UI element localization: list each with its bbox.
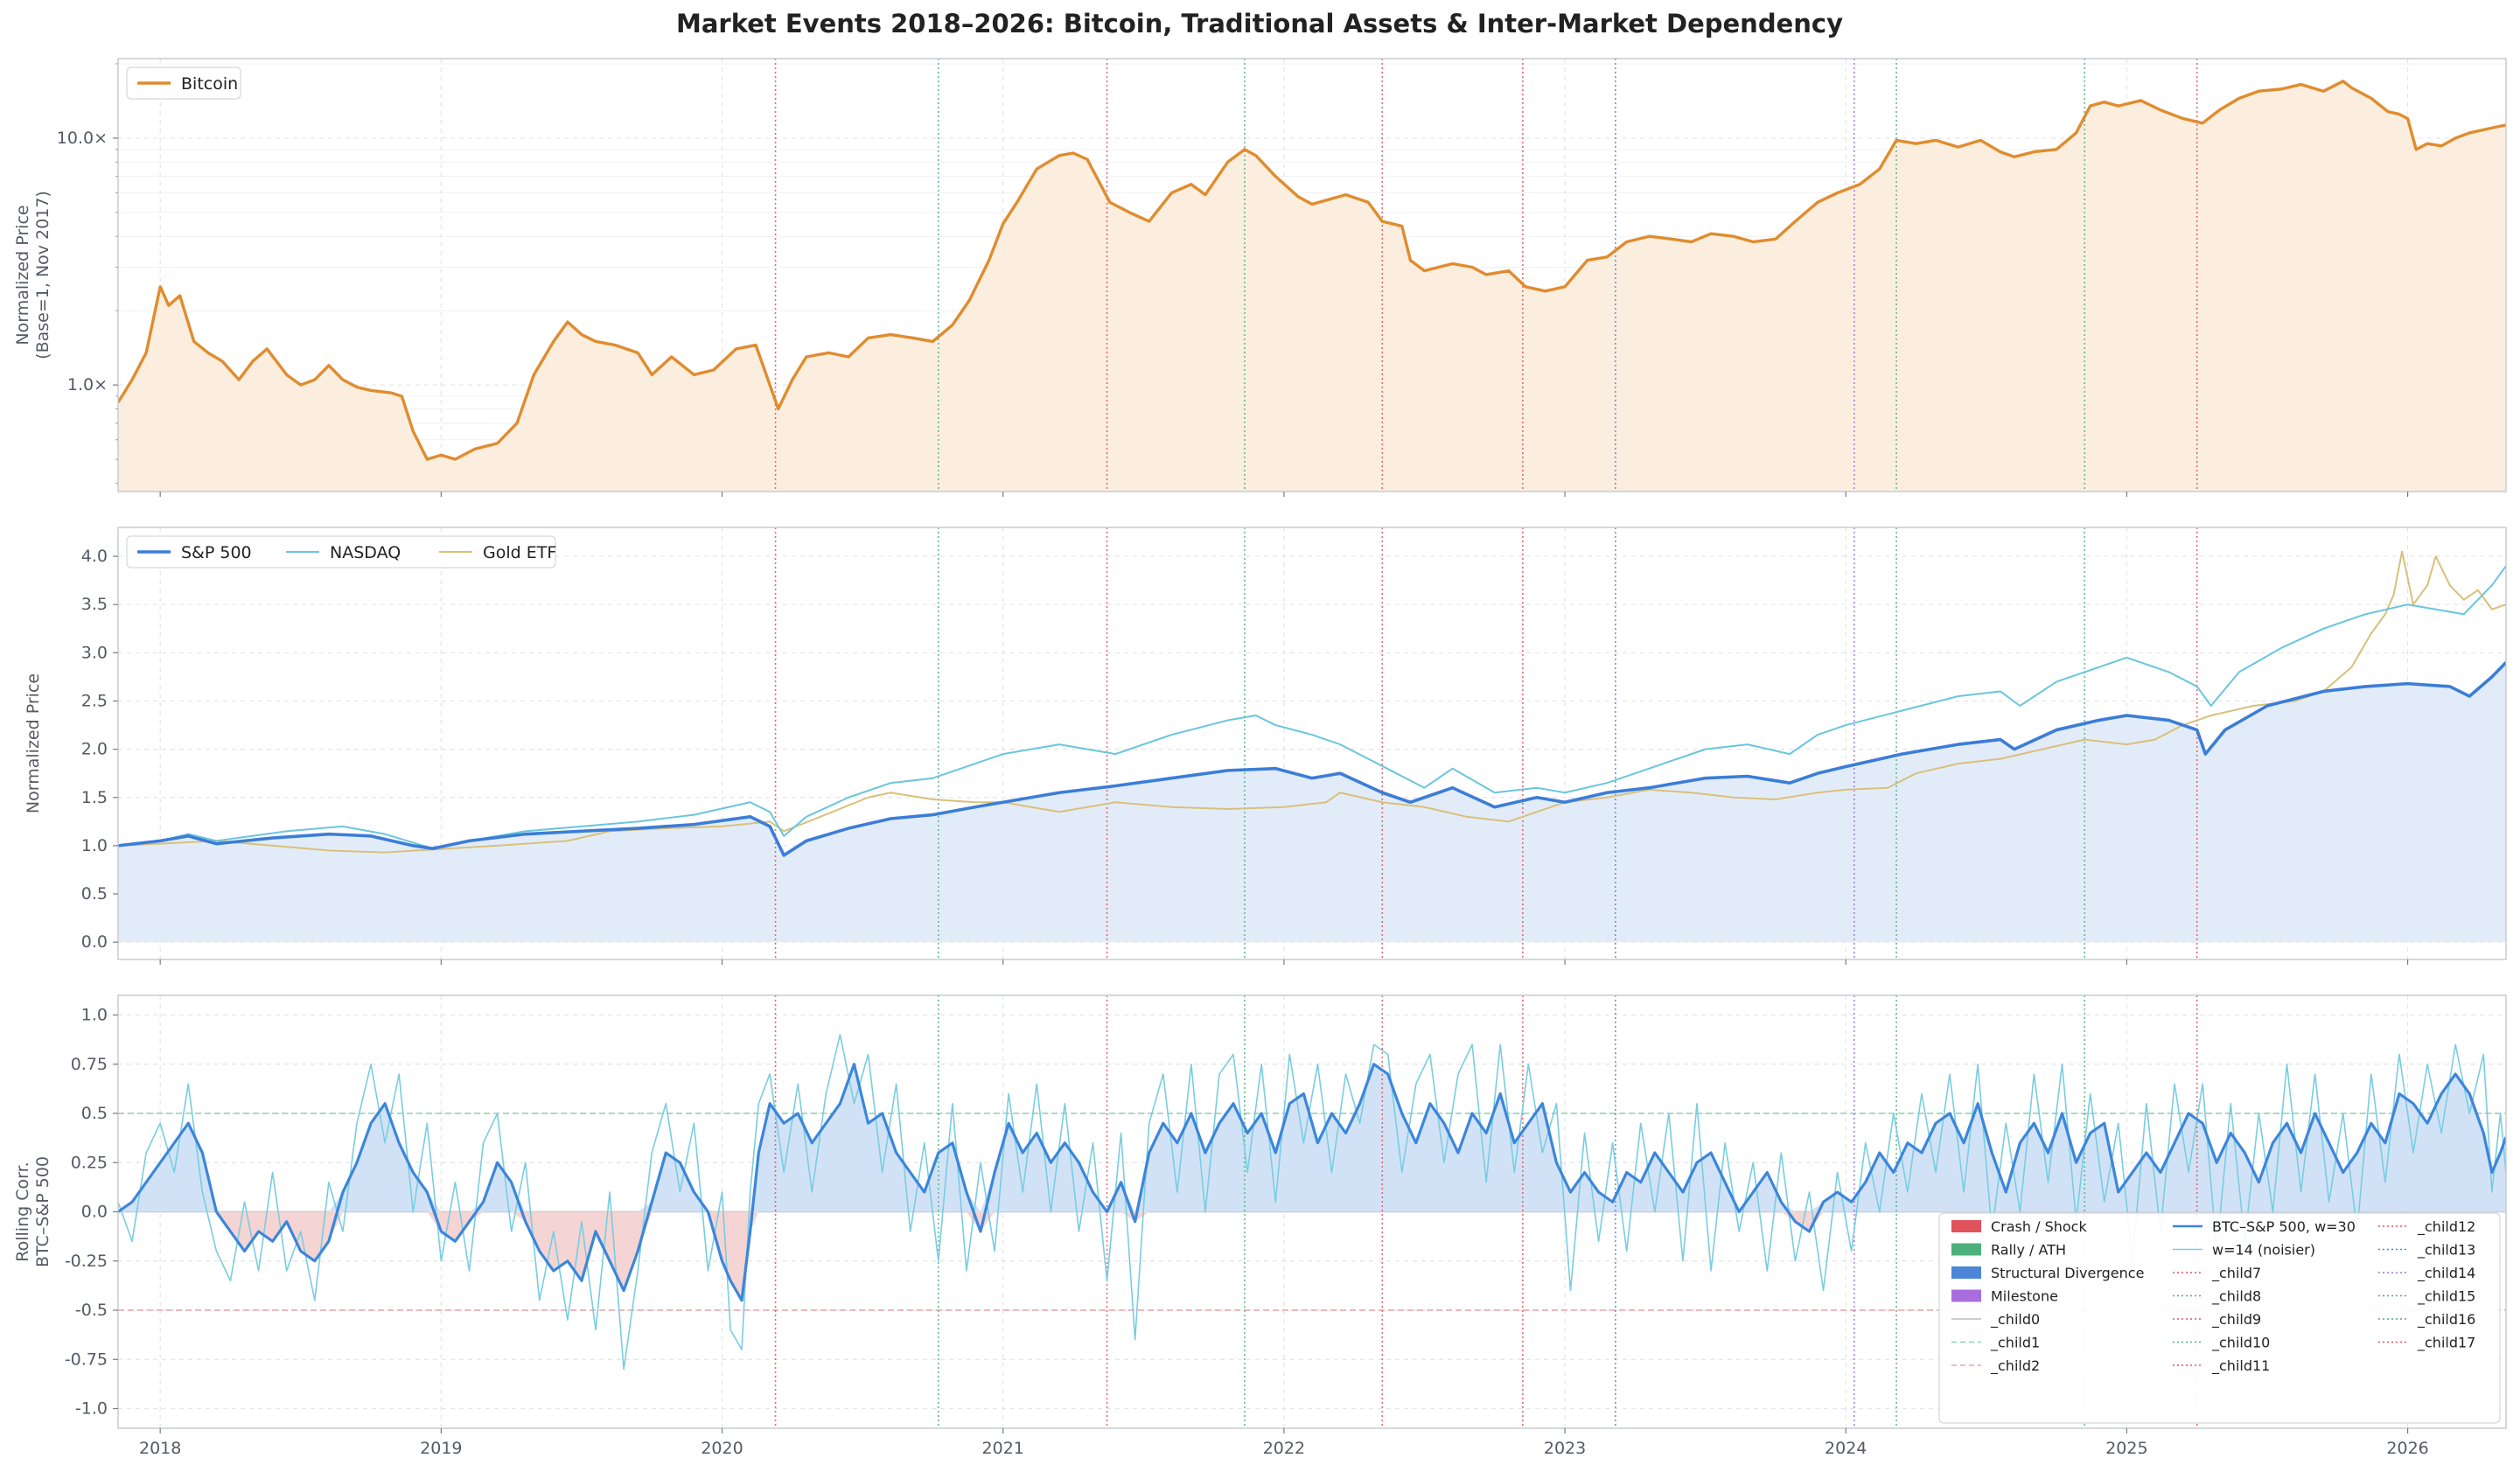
legend-label: _child8 bbox=[2211, 1288, 2261, 1306]
y-tick-label: 3.5 bbox=[81, 595, 108, 614]
legend-label: w=14 (noisier) bbox=[2212, 1242, 2315, 1259]
y-tick-label: 0.75 bbox=[71, 1055, 108, 1074]
legend-swatch bbox=[1951, 1289, 1981, 1302]
legend-label: Gold ETF bbox=[483, 543, 556, 562]
panel-traditional: 0.0 0.5 1.0 1.5 2.0 2.5 3.0 3.5 4.0 Normalized Pr… bbox=[24, 527, 2507, 965]
bitcoin-area-fill bbox=[118, 80, 2506, 492]
y-axis-label: BTC–S&P 500 bbox=[33, 1156, 52, 1267]
y-tick-label: 1.5 bbox=[81, 788, 108, 807]
plot-area bbox=[118, 59, 2506, 492]
legend-label: _child12 bbox=[2417, 1218, 2475, 1236]
series-line-nasdaq bbox=[118, 565, 2506, 850]
legend-label: _child9 bbox=[2211, 1311, 2261, 1329]
y-tick-label: -0.5 bbox=[75, 1301, 108, 1320]
panel-legend: Bitcoin bbox=[126, 66, 241, 100]
y-tick-label: -1.0 bbox=[75, 1399, 108, 1419]
legend-label: _child2 bbox=[1990, 1357, 2040, 1375]
y-tick-label: 0.0 bbox=[81, 1203, 108, 1222]
y-tick-label: 3.0 bbox=[81, 643, 108, 662]
y-tick-label: 10.0× bbox=[57, 129, 108, 148]
y-tick-label: 4.0 bbox=[81, 547, 108, 566]
x-tick-label: 2024 bbox=[1825, 1439, 1867, 1458]
panel-bitcoin: 1.0× 10.0× Normalized Price (Base=1, Nov 20… bbox=[13, 58, 2507, 497]
legend-label: Milestone bbox=[1991, 1288, 2058, 1305]
x-tick-label: 2018 bbox=[139, 1439, 181, 1458]
chart-panels: 1.0×10.0×Normalized Price (Base=1, Nov 20… bbox=[13, 58, 2507, 1458]
legend-swatch bbox=[1951, 1266, 1981, 1279]
legend-label: NASDAQ bbox=[330, 543, 401, 562]
axes-frame bbox=[117, 527, 2507, 960]
legend-label: Rally / ATH bbox=[1991, 1242, 2066, 1259]
x-tick-label: 2020 bbox=[701, 1439, 743, 1458]
legend-label: _child10 bbox=[2211, 1335, 2270, 1352]
panel-correlation: -1.0 -0.75 -0.5 -0.25 0.0 0.25 0.5 0.75 1.0 2018 2… bbox=[13, 994, 2507, 1458]
legend-swatch bbox=[1951, 1243, 1981, 1256]
legend-label: _child1 bbox=[1990, 1335, 2040, 1352]
y-axis-label: (Base=1, Nov 2017) bbox=[33, 191, 52, 359]
plot-area bbox=[118, 527, 2506, 959]
legend-label: _child11 bbox=[2211, 1357, 2270, 1375]
x-tick-label: 2022 bbox=[1263, 1439, 1305, 1458]
event-legend: Crash / Shock Rally / ATH Structural Diver… bbox=[1938, 1212, 2501, 1424]
legend-label: BTC–S&P 500, w=30 bbox=[2212, 1218, 2356, 1235]
y-tick-label: 1.0 bbox=[81, 836, 108, 855]
y-tick-label: 2.5 bbox=[81, 691, 108, 710]
y-axis-label: Normalized Price bbox=[13, 205, 32, 345]
series-line-bitcoin bbox=[118, 80, 2506, 461]
y-tick-label: -0.25 bbox=[65, 1252, 108, 1271]
legend-label: S&P 500 bbox=[181, 543, 252, 562]
y-tick-label: 0.5 bbox=[81, 884, 108, 903]
y-tick-label: 0.5 bbox=[81, 1104, 108, 1123]
legend-label: _child0 bbox=[1990, 1311, 2040, 1329]
y-tick-label: 0.25 bbox=[71, 1153, 108, 1172]
legend-swatch bbox=[1951, 1220, 1981, 1232]
sp500-area-fill bbox=[118, 662, 2506, 943]
legend-label: _child14 bbox=[2417, 1265, 2475, 1282]
legend-label: _child15 bbox=[2417, 1288, 2475, 1306]
legend-frame bbox=[126, 66, 241, 100]
legend-label: Structural Divergence bbox=[1991, 1265, 2144, 1281]
y-axis-label: Normalized Price bbox=[24, 673, 43, 813]
positive-corr-fill bbox=[118, 1064, 2506, 1212]
x-tick-label: 2021 bbox=[982, 1439, 1024, 1458]
panel-legend: S&P 500 NASDAQ Gold ETF bbox=[126, 535, 556, 569]
y-tick-label: 2.0 bbox=[81, 740, 108, 759]
y-tick-label: 0.0 bbox=[81, 932, 108, 952]
y-axis-label: Rolling Corr. bbox=[13, 1162, 32, 1261]
legend-frame bbox=[126, 535, 556, 569]
legend-label: _child16 bbox=[2417, 1311, 2475, 1329]
axes-frame bbox=[117, 58, 2507, 492]
x-tick-label: 2023 bbox=[1544, 1439, 1586, 1458]
figure-title: Market Events 2018–2026: Bitcoin, Tradit… bbox=[676, 9, 1843, 38]
series-line-gold-etf bbox=[118, 550, 2506, 854]
legend-label: _child7 bbox=[2211, 1265, 2261, 1282]
legend-frame bbox=[1938, 1212, 2501, 1424]
legend-label: Bitcoin bbox=[181, 74, 238, 94]
legend-label: _child13 bbox=[2417, 1242, 2475, 1259]
series-line-w-14-noisier bbox=[118, 1034, 2506, 1371]
series-line-btc-s-p-500-w-30 bbox=[118, 1063, 2506, 1302]
x-tick-label: 2026 bbox=[2386, 1439, 2428, 1458]
y-tick-label: 1.0 bbox=[81, 1006, 108, 1025]
x-tick-label: 2019 bbox=[420, 1439, 462, 1458]
legend-label: _child17 bbox=[2417, 1335, 2475, 1352]
series-line-s-p-500 bbox=[118, 661, 2506, 857]
y-tick-label: 1.0× bbox=[67, 375, 108, 394]
x-tick-label: 2025 bbox=[2105, 1439, 2147, 1458]
y-tick-label: -0.75 bbox=[65, 1350, 108, 1369]
legend-label: Crash / Shock bbox=[1991, 1218, 2087, 1235]
